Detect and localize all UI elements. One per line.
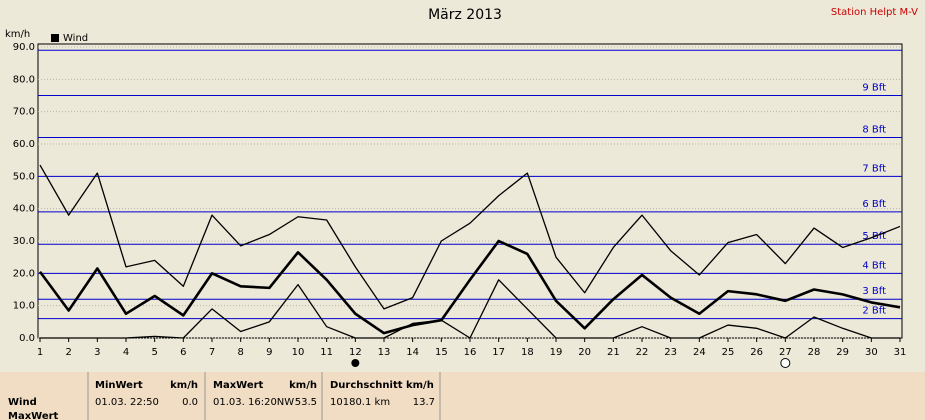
row-label: Wind <box>8 397 37 408</box>
station-name: Station Helpt M-V <box>831 7 918 18</box>
x-tick-label: 4 <box>123 347 129 358</box>
max-value: 53.5 <box>295 397 317 408</box>
beaufort-label: 6 Bft <box>862 199 886 210</box>
column-title: Durchschnitt km/h <box>330 380 434 391</box>
y-tick-label: 30.0 <box>13 236 35 247</box>
x-tick-label: 23 <box>664 347 677 358</box>
min-time: 01.03. 22:50 <box>95 397 159 408</box>
legend-label: Wind <box>63 33 88 44</box>
x-tick-label: 21 <box>607 347 620 358</box>
y-tick-label: 40.0 <box>13 204 35 215</box>
moon-new <box>780 358 791 368</box>
wind-line <box>39 164 901 310</box>
beaufort-label: 2 Bft <box>862 306 886 317</box>
column-unit: km/h <box>289 380 317 391</box>
avg-value: 13.7 <box>413 397 435 408</box>
wind-line <box>38 239 901 335</box>
x-tick-label: 11 <box>320 347 333 358</box>
x-tick-label: 15 <box>435 347 448 358</box>
x-tick-label: 12 <box>349 347 362 358</box>
legend-swatch <box>51 34 59 42</box>
beaufort-label: 8 Bft <box>862 125 886 136</box>
background <box>0 0 925 372</box>
x-tick-label: 20 <box>578 347 591 358</box>
x-tick-label: 14 <box>406 347 419 358</box>
y-tick-label: 10.0 <box>13 301 35 312</box>
x-tick-label: 17 <box>492 347 505 358</box>
x-tick-label: 16 <box>464 347 477 358</box>
x-tick-label: 25 <box>722 347 735 358</box>
x-tick-label: 7 <box>209 347 215 358</box>
x-tick-label: 22 <box>636 347 649 358</box>
y-tick-label: 20.0 <box>13 268 35 279</box>
x-tick-label: 27 <box>779 347 792 358</box>
x-tick-label: 26 <box>750 347 763 358</box>
min-value: 0.0 <box>182 397 198 408</box>
y-tick-label: 80.0 <box>13 74 35 85</box>
wind-line <box>40 279 900 339</box>
x-tick-label: 24 <box>693 347 706 358</box>
column-title: MaxWert <box>213 380 264 391</box>
x-tick-label: 5 <box>151 347 157 358</box>
x-tick-label: 10 <box>292 347 305 358</box>
x-tick-label: 30 <box>865 347 878 358</box>
x-tick-label: 31 <box>894 347 907 358</box>
avg-distance: 10180.1 km <box>330 397 390 408</box>
x-tick-label: 8 <box>237 347 243 358</box>
x-tick-label: 1 <box>37 347 43 358</box>
y-axis-label: km/h <box>5 29 30 40</box>
beaufort-label: 7 Bft <box>862 163 886 174</box>
x-tick-label: 3 <box>94 347 100 358</box>
x-tick-label: 13 <box>378 347 391 358</box>
row-label: MaxWert <box>8 411 59 420</box>
x-tick-label: 28 <box>808 347 821 358</box>
moon-full <box>351 359 360 367</box>
summary-dividers <box>87 372 441 420</box>
x-tick-label: 19 <box>550 347 563 358</box>
beaufort-label: 4 Bft <box>862 260 886 271</box>
beaufort-label: 3 Bft <box>862 286 886 297</box>
y-tick-label: 50.0 <box>13 171 35 182</box>
x-tick-label: 2 <box>65 347 71 358</box>
y-tick-label: 60.0 <box>13 139 35 150</box>
x-tick-label: 18 <box>521 347 534 358</box>
summary-panel <box>0 372 925 420</box>
max-time: 01.03. 16:20NW <box>213 397 294 408</box>
x-tick-label: 29 <box>836 347 849 358</box>
y-tick-label: 0.0 <box>19 333 35 344</box>
x-tick-label: 6 <box>180 347 186 358</box>
y-tick-label: 90.0 <box>13 42 35 53</box>
y-tick-label: 70.0 <box>13 107 35 118</box>
column-unit: km/h <box>170 380 198 391</box>
column-title: MinWert <box>95 380 143 391</box>
beaufort-label: 9 Bft <box>862 83 886 94</box>
x-tick-label: 9 <box>266 347 272 358</box>
chart-title: März 2013 <box>428 7 502 23</box>
